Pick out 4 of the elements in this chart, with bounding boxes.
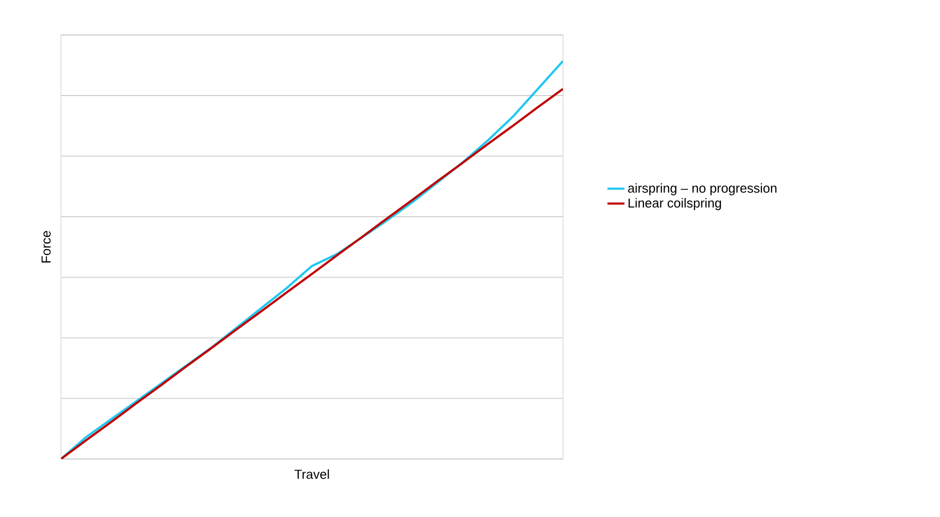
x-axis-title: Travel [294, 469, 329, 479]
legend-label: airspring – no progression [628, 183, 776, 196]
y-axis-title: Force [42, 231, 51, 262]
legend-label: Linear coilspring [628, 198, 721, 210]
